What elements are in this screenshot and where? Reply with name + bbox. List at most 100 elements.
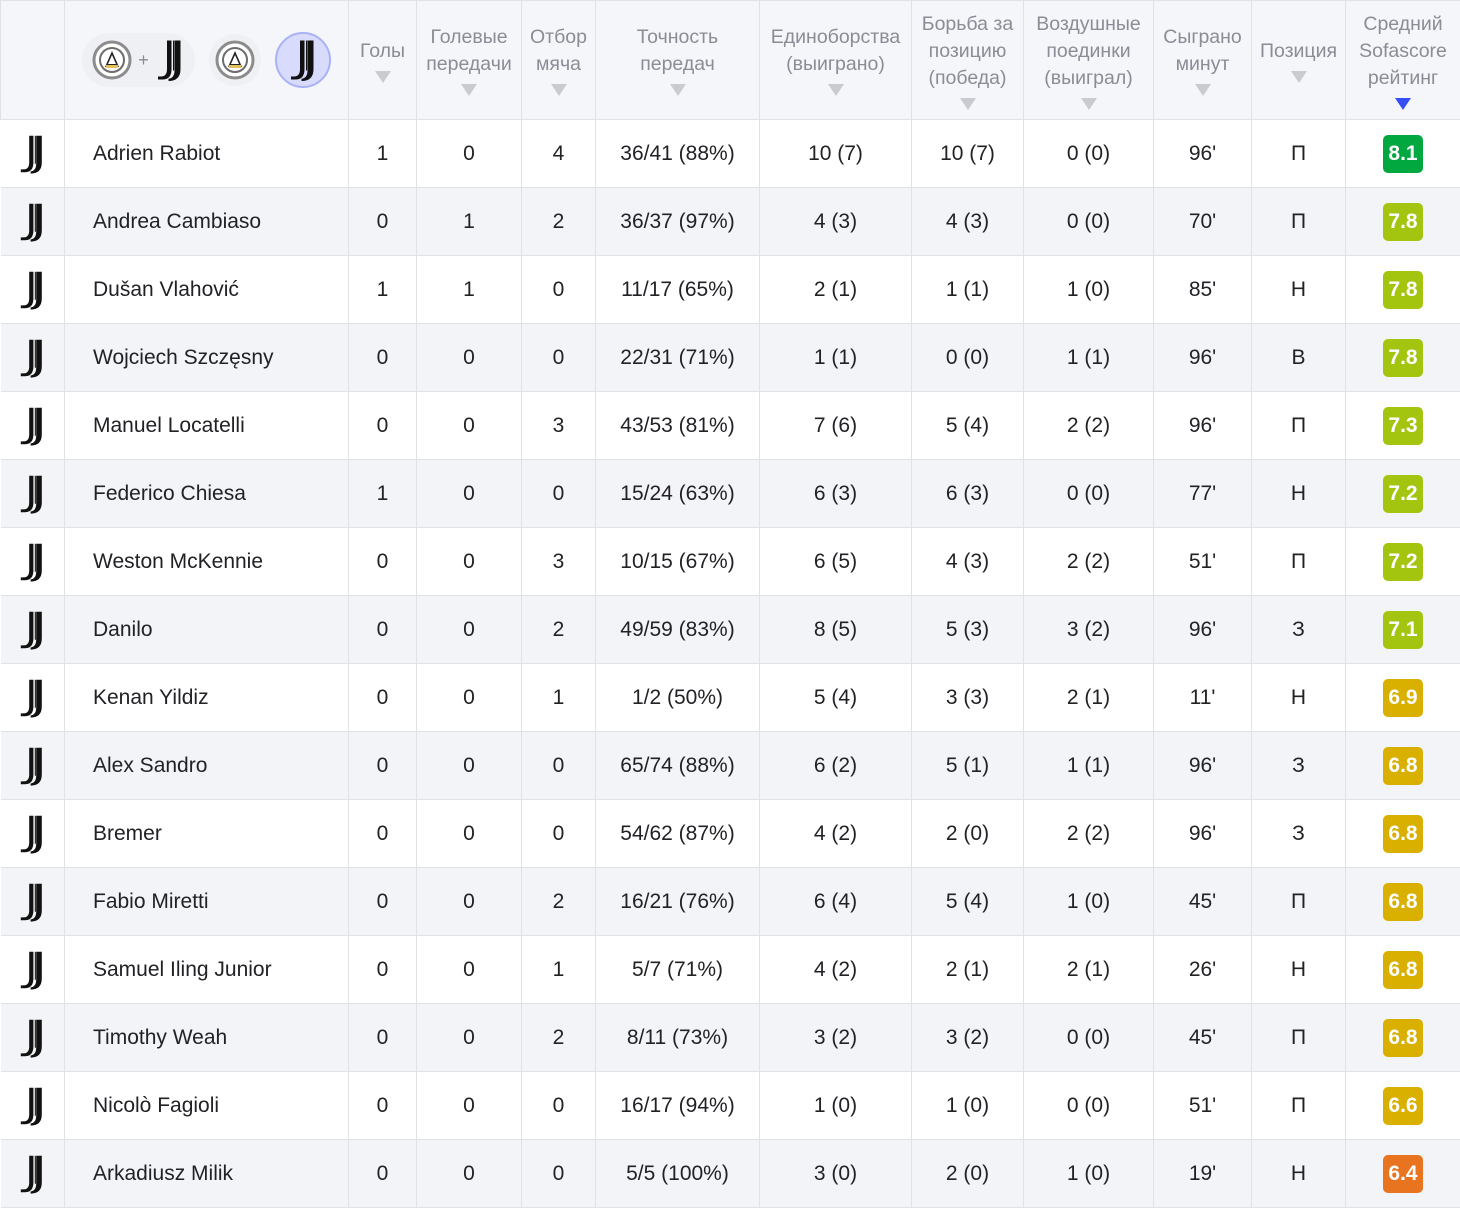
table-row[interactable]: Alex Sandro 0 0 0 65/74 (88%) 6 (2) 5 (1) 1 (1)… xyxy=(0,731,1460,800)
sort-aerial-duels[interactable]: Воздушные поединки (выиграл) xyxy=(1023,0,1154,120)
player-name[interactable]: Manuel Locatelli xyxy=(64,391,349,460)
cell-position: Н xyxy=(1251,255,1346,324)
player-name[interactable]: Andrea Cambiaso xyxy=(64,187,349,256)
cell-ground: 6 (3) xyxy=(911,459,1024,528)
cell-position: П xyxy=(1251,867,1346,936)
cell-goals: 0 xyxy=(348,323,417,392)
team-crest-cell xyxy=(0,119,65,188)
table-row[interactable]: Arkadiusz Milik 0 0 0 5/5 (100%) 3 (0) 2 (0) 1 … xyxy=(0,1139,1460,1208)
sort-duels[interactable]: Единоборства (выиграно) xyxy=(759,0,912,120)
cell-position: П xyxy=(1251,119,1346,188)
player-name[interactable]: Fabio Miretti xyxy=(64,867,349,936)
team-crest-cell xyxy=(0,255,65,324)
cell-aerial: 1 (1) xyxy=(1023,731,1154,800)
team-filter-juventus[interactable] xyxy=(274,32,331,88)
cell-ground: 2 (0) xyxy=(911,1139,1024,1208)
sort-arrow-icon xyxy=(1194,84,1211,96)
team-crest-cell xyxy=(0,935,65,1004)
cell-position: З xyxy=(1251,731,1346,800)
cell-rating: 7.2 xyxy=(1345,527,1460,596)
sort-goals[interactable]: Голы xyxy=(348,0,417,120)
sort-tackles[interactable]: Отбор мяча xyxy=(521,0,596,120)
team-crest-cell xyxy=(0,187,65,256)
table-row[interactable]: Manuel Locatelli 0 0 3 43/53 (81%) 7 (6) 5 (4)… xyxy=(0,391,1460,460)
cell-assists: 0 xyxy=(416,663,522,732)
cell-minutes: 96' xyxy=(1153,799,1252,868)
cell-passes: 65/74 (88%) xyxy=(595,731,760,800)
cell-passes: 49/59 (83%) xyxy=(595,595,760,664)
cell-rating: 6.8 xyxy=(1345,731,1460,800)
rating-badge: 7.2 xyxy=(1383,542,1423,581)
table-row[interactable]: Dušan Vlahović 1 1 0 11/17 (65%) 2 (1) 1 (1) 1 … xyxy=(0,255,1460,324)
cell-duels: 4 (2) xyxy=(759,935,912,1004)
team-filter-combined[interactable]: + xyxy=(82,33,195,87)
cell-tackles: 4 xyxy=(521,119,596,188)
player-name[interactable]: Bremer xyxy=(64,799,349,868)
juventus-crest-icon xyxy=(18,1086,46,1126)
cell-aerial: 2 (1) xyxy=(1023,935,1154,1004)
sort-rating[interactable]: Средний Sofascore рейтинг xyxy=(1345,0,1460,120)
juventus-crest-icon xyxy=(155,39,185,81)
player-name[interactable]: Nicolò Fagioli xyxy=(64,1071,349,1140)
player-name[interactable]: Wojciech Szczęsny xyxy=(64,323,349,392)
player-name[interactable]: Adrien Rabiot xyxy=(64,119,349,188)
cell-ground: 4 (3) xyxy=(911,527,1024,596)
cell-tackles: 2 xyxy=(521,867,596,936)
cell-tackles: 0 xyxy=(521,1071,596,1140)
juventus-crest-icon xyxy=(18,1018,46,1058)
cell-position: Н xyxy=(1251,459,1346,528)
cell-position: Н xyxy=(1251,663,1346,732)
table-row[interactable]: Adrien Rabiot 1 0 4 36/41 (88%) 10 (7) 10 (7) 0… xyxy=(0,119,1460,188)
table-row[interactable]: Kenan Yildiz 0 0 1 1/2 (50%) 5 (4) 3 (3) 2 (1) 1… xyxy=(0,663,1460,732)
juventus-crest-icon xyxy=(18,134,46,174)
sort-ground-duels[interactable]: Борьба за позицию (победа) xyxy=(911,0,1024,120)
sort-arrow-icon xyxy=(550,84,567,96)
cell-duels: 4 (2) xyxy=(759,799,912,868)
cell-position: П xyxy=(1251,391,1346,460)
rating-badge: 6.8 xyxy=(1383,882,1423,921)
player-name[interactable]: Samuel Iling Junior xyxy=(64,935,349,1004)
table-row[interactable]: Danilo 0 0 2 49/59 (83%) 8 (5) 5 (3) 3 (2) 96' З 7… xyxy=(0,595,1460,664)
table-row[interactable]: Fabio Miretti 0 0 2 16/21 (76%) 6 (4) 5 (4) 1 (… xyxy=(0,867,1460,936)
player-name[interactable]: Arkadiusz Milik xyxy=(64,1139,349,1208)
cell-rating: 7.3 xyxy=(1345,391,1460,460)
cell-aerial: 1 (1) xyxy=(1023,323,1154,392)
cell-assists: 1 xyxy=(416,255,522,324)
table-row[interactable]: Nicolò Fagioli 0 0 0 16/17 (94%) 1 (0) 1 (0) 0 … xyxy=(0,1071,1460,1140)
table-row[interactable]: Federico Chiesa 1 0 0 15/24 (63%) 6 (3) 6 (3) 0… xyxy=(0,459,1460,528)
player-name[interactable]: Danilo xyxy=(64,595,349,664)
cell-duels: 3 (2) xyxy=(759,1003,912,1072)
cell-tackles: 3 xyxy=(521,527,596,596)
table-row[interactable]: Bremer 0 0 0 54/62 (87%) 4 (2) 2 (0) 2 (2) 96' З 6… xyxy=(0,799,1460,868)
player-name[interactable]: Alex Sandro xyxy=(64,731,349,800)
sort-position[interactable]: Позиция xyxy=(1251,0,1346,120)
team-filter-udinese[interactable] xyxy=(208,34,261,86)
cell-minutes: 85' xyxy=(1153,255,1252,324)
sort-assists[interactable]: Голевые передачи xyxy=(416,0,522,120)
table-row[interactable]: Weston McKennie 0 0 3 10/15 (67%) 6 (5) 4 (3) 2… xyxy=(0,527,1460,596)
cell-aerial: 1 (0) xyxy=(1023,255,1154,324)
team-crest-cell xyxy=(0,391,65,460)
player-name[interactable]: Federico Chiesa xyxy=(64,459,349,528)
juventus-crest-icon xyxy=(18,270,46,310)
cell-position: П xyxy=(1251,1071,1346,1140)
cell-position: З xyxy=(1251,595,1346,664)
sort-minutes[interactable]: Сыграно минут xyxy=(1153,0,1252,120)
cell-goals: 0 xyxy=(348,1071,417,1140)
player-name[interactable]: Timothy Weah xyxy=(64,1003,349,1072)
player-name[interactable]: Dušan Vlahović xyxy=(64,255,349,324)
table-row[interactable]: Andrea Cambiaso 0 1 2 36/37 (97%) 4 (3) 4 (3) 0… xyxy=(0,187,1460,256)
table-row[interactable]: Samuel Iling Junior 0 0 1 5/7 (71%) 4 (2) 2 (1… xyxy=(0,935,1460,1004)
table-row[interactable]: Timothy Weah 0 0 2 8/11 (73%) 3 (2) 3 (2) 0 (0)… xyxy=(0,1003,1460,1072)
cell-minutes: 96' xyxy=(1153,595,1252,664)
team-crest-cell xyxy=(0,323,65,392)
cell-passes: 5/5 (100%) xyxy=(595,1139,760,1208)
table-row[interactable]: Wojciech Szczęsny 0 0 0 22/31 (71%) 1 (1) 0 (0… xyxy=(0,323,1460,392)
rating-badge: 7.8 xyxy=(1383,202,1423,241)
player-name[interactable]: Weston McKennie xyxy=(64,527,349,596)
cell-assists: 0 xyxy=(416,595,522,664)
sort-arrow-icon xyxy=(669,84,686,96)
player-name[interactable]: Kenan Yildiz xyxy=(64,663,349,732)
sort-passes[interactable]: Точность передач xyxy=(595,0,760,120)
